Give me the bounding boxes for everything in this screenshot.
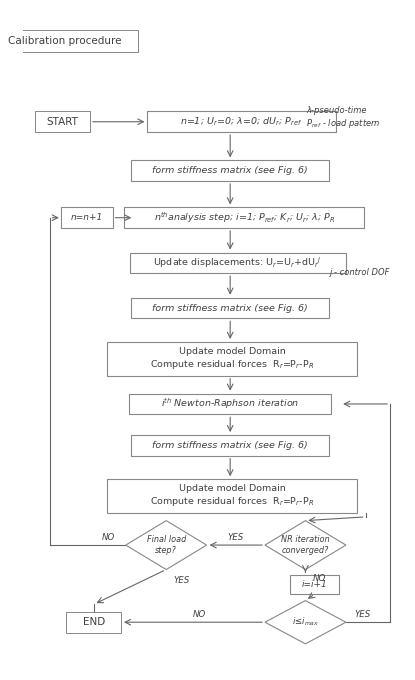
Polygon shape (126, 521, 207, 570)
FancyBboxPatch shape (35, 112, 90, 132)
Text: NO: NO (313, 575, 326, 583)
Text: Update model Domain
Compute residual forces  R$_r$=P$_r$-P$_R$: Update model Domain Compute residual for… (150, 484, 314, 508)
Polygon shape (265, 521, 346, 570)
FancyBboxPatch shape (66, 612, 121, 632)
FancyBboxPatch shape (129, 394, 331, 414)
Text: form stiffness matrix (see Fig. 6): form stiffness matrix (see Fig. 6) (152, 303, 308, 313)
Text: START: START (47, 117, 79, 126)
Text: Update displacements: U$_r$=U$_r$+dU$_r$$^j$: Update displacements: U$_r$=U$_r$+dU$_r$… (154, 256, 322, 270)
Text: i=i+1: i=i+1 (302, 580, 328, 589)
FancyBboxPatch shape (290, 575, 339, 594)
Text: n=n+1: n=n+1 (71, 214, 103, 222)
Text: NR iteration
converged?: NR iteration converged? (281, 535, 330, 555)
Text: Update model Domain
Compute residual forces  R$_r$=P$_r$-P$_R$: Update model Domain Compute residual for… (150, 347, 314, 371)
Text: Calibration procedure: Calibration procedure (8, 36, 121, 46)
Text: YES: YES (228, 533, 244, 542)
Text: YES: YES (174, 577, 190, 585)
FancyBboxPatch shape (0, 29, 137, 52)
FancyBboxPatch shape (124, 207, 364, 228)
Text: NO: NO (193, 610, 206, 619)
Text: Final load
step?: Final load step? (146, 535, 186, 555)
FancyBboxPatch shape (132, 435, 329, 456)
Text: YES: YES (355, 610, 371, 619)
Text: n$^{th}$analysis step; i=1; P$_{ref}$; K$_r$; U$_r$; λ; P$_R$: n$^{th}$analysis step; i=1; P$_{ref}$; K… (154, 210, 335, 225)
Text: j - control DOF: j - control DOF (330, 268, 390, 277)
Text: form stiffness matrix (see Fig. 6): form stiffness matrix (see Fig. 6) (152, 166, 308, 175)
FancyBboxPatch shape (61, 207, 113, 228)
Text: END: END (83, 617, 105, 627)
Polygon shape (265, 600, 346, 644)
FancyBboxPatch shape (107, 479, 357, 513)
Text: n=1; U$_r$=0; λ=0; dU$_r$; P$_{ref}$: n=1; U$_r$=0; λ=0; dU$_r$; P$_{ref}$ (180, 116, 303, 128)
FancyBboxPatch shape (147, 112, 336, 132)
FancyBboxPatch shape (129, 252, 346, 273)
Text: i≤i$_{max}$: i≤i$_{max}$ (292, 616, 319, 628)
Text: i$^{th}$ Newton-Raphson iteration: i$^{th}$ Newton-Raphson iteration (161, 396, 299, 411)
Text: λ-pseudo-time
P$_{ref}$ - load pattern: λ-pseudo-time P$_{ref}$ - load pattern (306, 106, 381, 130)
Text: NO: NO (102, 533, 115, 542)
FancyBboxPatch shape (107, 342, 357, 376)
FancyBboxPatch shape (132, 298, 329, 318)
Text: form stiffness matrix (see Fig. 6): form stiffness matrix (see Fig. 6) (152, 441, 308, 450)
FancyBboxPatch shape (132, 160, 329, 181)
